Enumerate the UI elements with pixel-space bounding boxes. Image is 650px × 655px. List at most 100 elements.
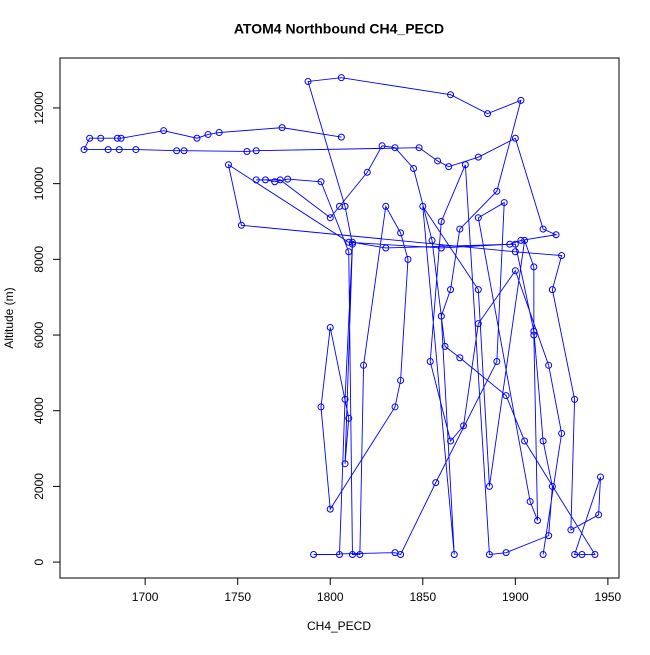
point (180, 147, 188, 155)
point (437, 312, 445, 320)
x-tick-label: 1850 (409, 590, 436, 604)
point (511, 248, 519, 256)
point (215, 129, 223, 137)
point (545, 361, 553, 369)
point (360, 361, 368, 369)
y-tick-label: 8000 (32, 246, 46, 273)
point (450, 551, 458, 559)
point (596, 473, 604, 481)
point (441, 342, 449, 350)
y-tick-label: 12000 (32, 91, 46, 125)
point (382, 202, 390, 210)
x-axis-label: CH4_PECD (307, 619, 371, 633)
point (341, 395, 349, 403)
point (252, 176, 260, 184)
point (80, 146, 88, 154)
point (500, 199, 508, 207)
point (517, 236, 525, 244)
point (326, 505, 334, 513)
point (493, 187, 501, 195)
point (382, 244, 390, 252)
point (397, 229, 405, 237)
point (410, 165, 418, 173)
point (521, 437, 529, 445)
point (97, 134, 105, 142)
x-tick-label: 1750 (224, 590, 251, 604)
point (193, 134, 201, 142)
point (460, 422, 468, 430)
point (548, 482, 556, 490)
point (356, 551, 364, 559)
point (539, 551, 547, 559)
point (502, 392, 510, 400)
point (348, 551, 356, 559)
point (415, 144, 423, 152)
point (378, 142, 386, 150)
point (474, 286, 482, 294)
point (426, 358, 434, 366)
point (539, 437, 547, 445)
point (571, 551, 579, 559)
point (428, 236, 436, 244)
point (456, 225, 464, 233)
point (552, 231, 560, 239)
y-axis-label: Altitude (m) (2, 287, 16, 348)
point (474, 153, 482, 161)
point (485, 482, 493, 490)
point (284, 175, 292, 183)
point (530, 327, 538, 335)
point (224, 161, 232, 169)
y-tick-label: 4000 (32, 397, 46, 424)
point (341, 202, 349, 210)
point (304, 77, 312, 85)
y-tick-label: 0 (32, 558, 46, 565)
y-tick-label: 6000 (32, 321, 46, 348)
x-tick-label: 1800 (317, 590, 344, 604)
y-tick-label: 10000 (32, 167, 46, 201)
chart-title: ATOM4 Northbound CH4_PECD (234, 21, 444, 37)
point (204, 130, 212, 138)
point (447, 437, 455, 445)
point (456, 354, 464, 362)
point (243, 147, 251, 155)
series-line (83, 77, 601, 556)
point (132, 146, 140, 154)
point (517, 96, 525, 104)
point (86, 134, 94, 142)
point (530, 263, 538, 271)
point (595, 511, 603, 519)
y-tick-label: 2000 (32, 473, 46, 500)
point (534, 516, 542, 524)
point (474, 214, 482, 222)
point (571, 395, 579, 403)
point (493, 358, 501, 366)
point (539, 225, 547, 233)
point (578, 551, 586, 559)
point (545, 532, 553, 540)
point (404, 255, 412, 263)
point (502, 549, 510, 557)
point (317, 403, 325, 411)
point (345, 414, 353, 422)
point (558, 252, 566, 260)
point (591, 551, 599, 559)
point (391, 403, 399, 411)
point (437, 244, 445, 252)
point (447, 286, 455, 294)
point (278, 124, 286, 132)
point (271, 178, 279, 186)
point (485, 551, 493, 559)
point (511, 267, 519, 275)
point (391, 549, 399, 557)
point (336, 551, 343, 559)
point (521, 236, 529, 244)
x-tick-label: 1700 (132, 590, 159, 604)
x-tick-label: 1900 (502, 590, 529, 604)
point (160, 127, 168, 135)
point (363, 168, 371, 176)
point (326, 214, 334, 222)
x-tick-label: 1950 (595, 590, 622, 604)
point (391, 144, 399, 152)
point (447, 91, 455, 99)
